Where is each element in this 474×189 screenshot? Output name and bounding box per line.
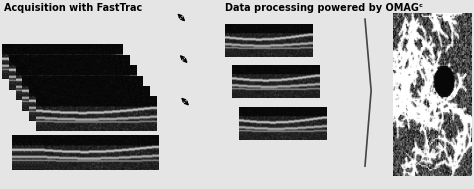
Text: Acquisition with FastTrac: Acquisition with FastTrac [4,3,142,13]
Text: Data processing powered by OMAGᶜ: Data processing powered by OMAGᶜ [225,3,423,13]
